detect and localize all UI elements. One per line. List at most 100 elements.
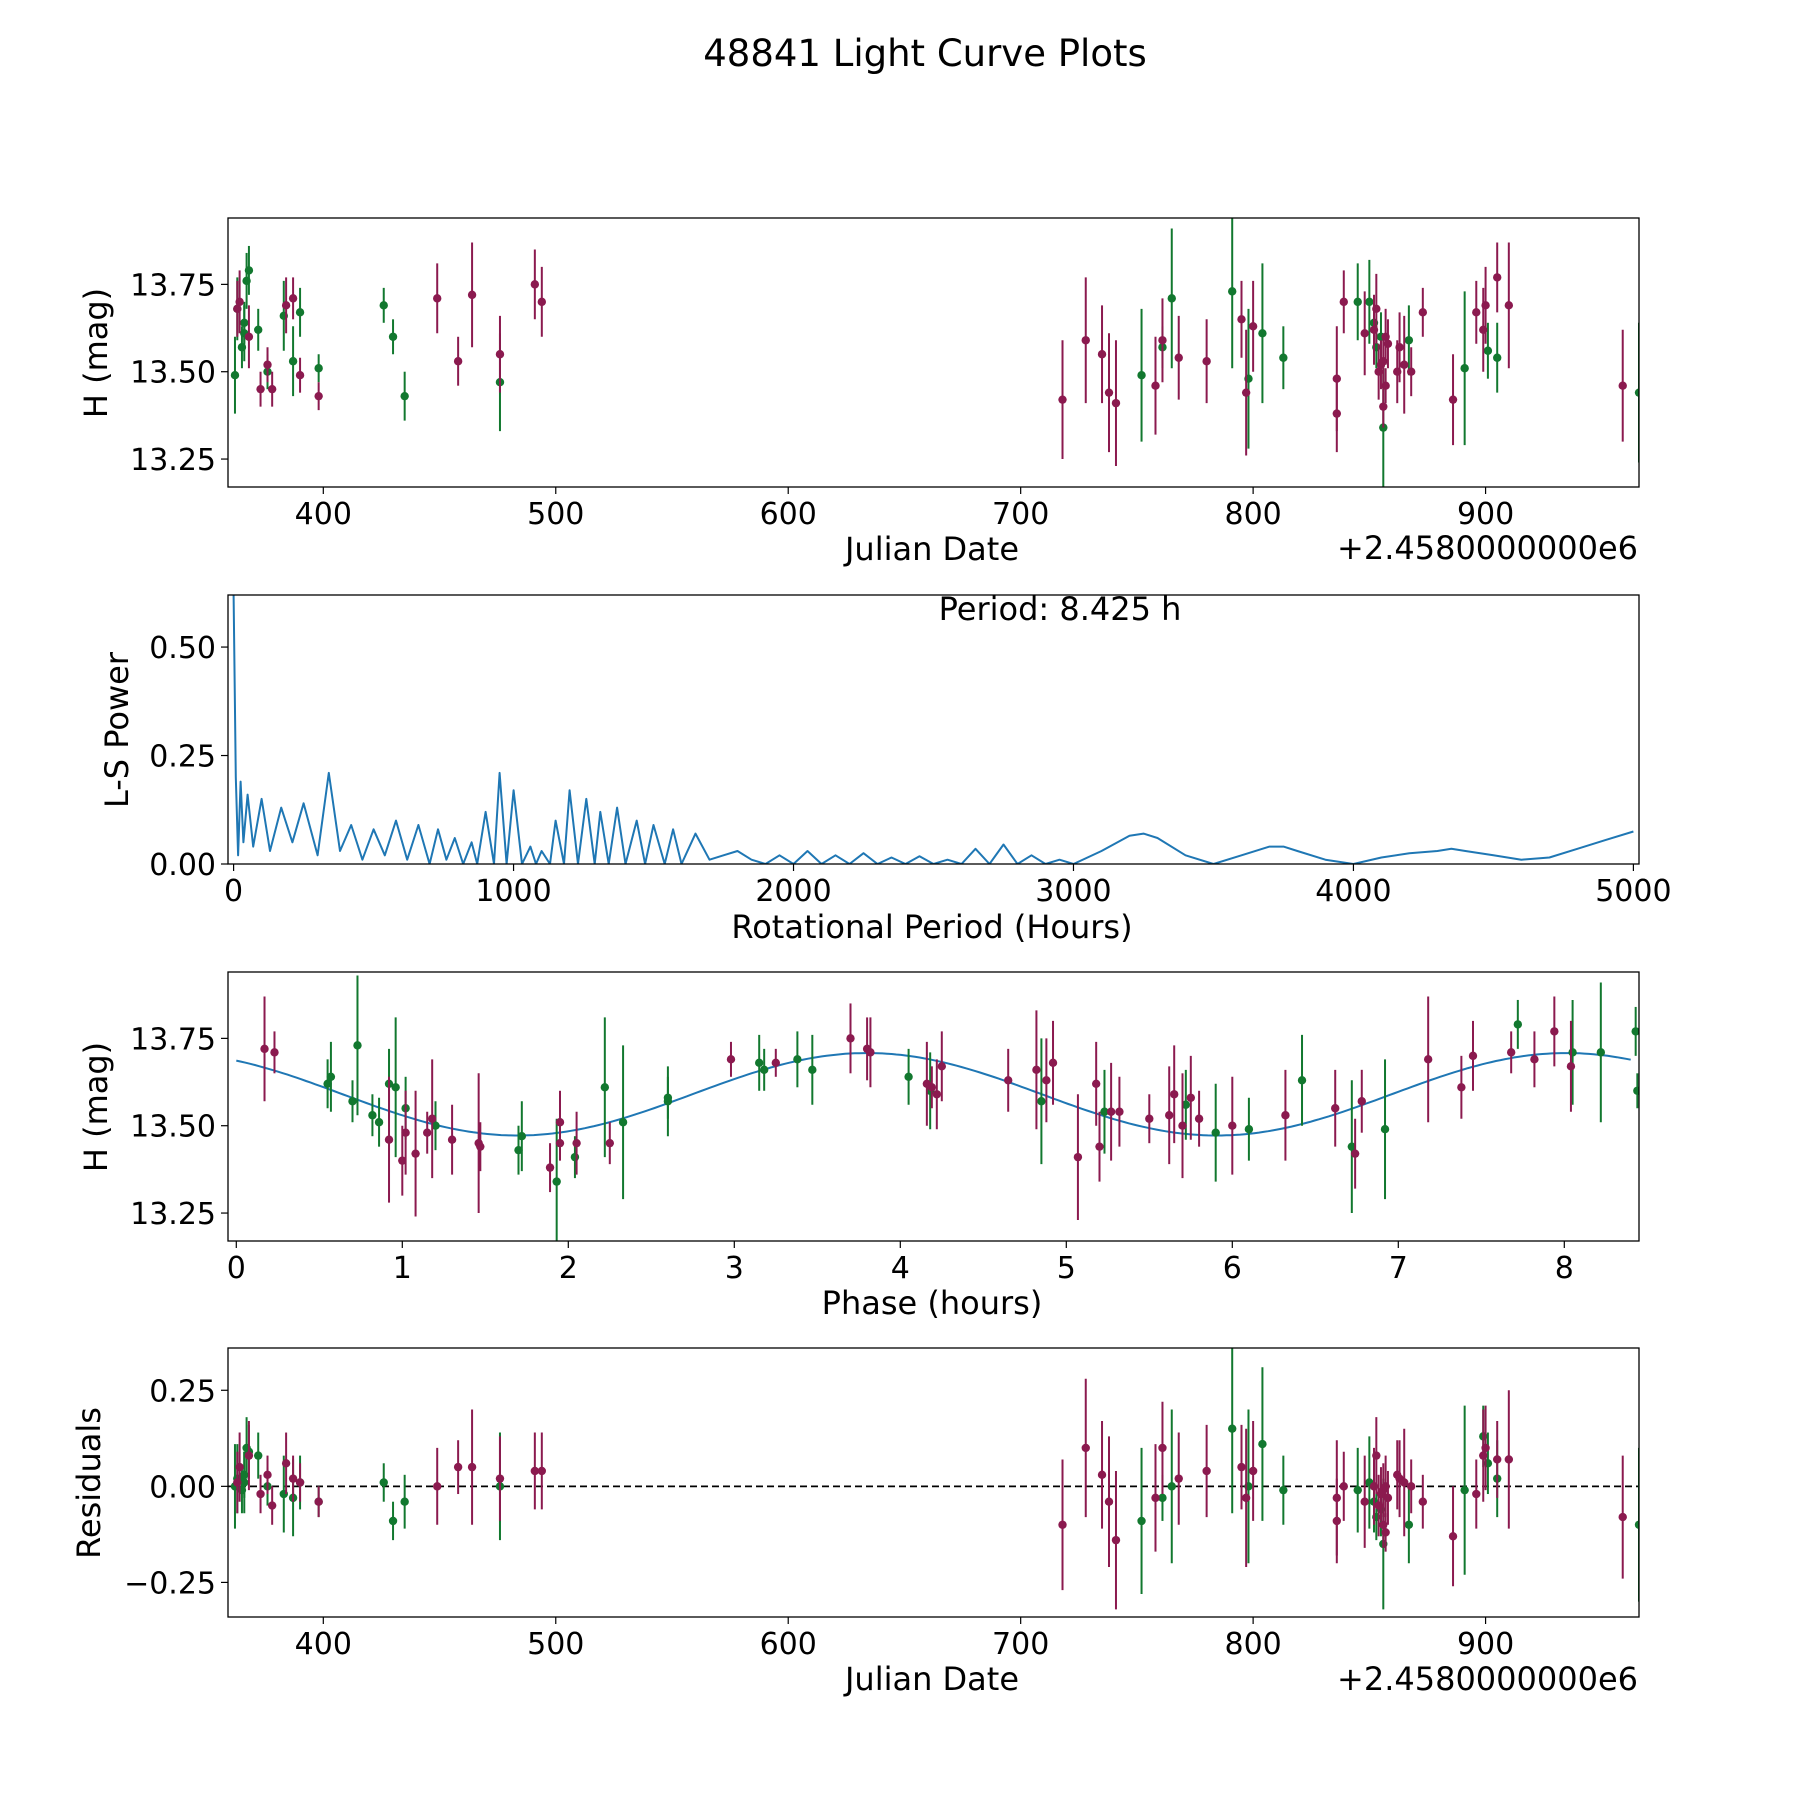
light-curve-offset-text: +2.4580000000e6 xyxy=(1337,529,1638,567)
residuals-green-point xyxy=(1158,1493,1167,1503)
residuals-magenta-point xyxy=(453,1462,463,1472)
phase-fold-magenta-point xyxy=(555,1138,565,1148)
light-curve-green-point xyxy=(379,301,388,310)
phase-fold-magenta-point xyxy=(1357,1097,1366,1106)
phase-fold-marks: 0 1 2 3 4 5 6 7 8 13.25 13.50 13.75 xyxy=(130,975,1639,1286)
light-curve-green-point xyxy=(400,391,409,401)
light-curve-magenta-point xyxy=(1081,336,1090,345)
phase-fold-fit-curve xyxy=(236,1052,1631,1137)
phase-fold-magenta-point xyxy=(1281,1111,1290,1120)
residuals-green-point xyxy=(240,1478,249,1487)
periodogram-ytick-label: 0.25 xyxy=(149,740,216,775)
light-curve-ytick-label: 13.25 xyxy=(130,443,216,478)
residuals-magenta-point xyxy=(288,1474,298,1483)
residuals-magenta-point xyxy=(1360,1497,1369,1506)
light-curve-magenta-point xyxy=(1174,353,1183,362)
phase-fold-green-point xyxy=(374,1118,384,1127)
phase-fold-magenta-point xyxy=(866,1048,875,1057)
phase-fold-magenta-point xyxy=(1032,1065,1041,1075)
residuals-magenta-point xyxy=(1151,1493,1160,1503)
light-curve-green-point xyxy=(230,371,240,380)
residuals-green-point xyxy=(1279,1485,1288,1495)
periodogram-xtick-label: 4000 xyxy=(1315,874,1391,909)
light-curve-magenta-point xyxy=(256,384,265,394)
light-curve-xlabel: Julian Date xyxy=(843,530,1019,568)
phase-fold-magenta-point xyxy=(605,1138,614,1148)
residuals-xtick-label: 500 xyxy=(527,1627,584,1662)
light-curve-green-point xyxy=(1258,329,1267,338)
phase-fold-magenta-point xyxy=(572,1138,581,1148)
residuals-magenta-point xyxy=(1158,1443,1167,1453)
phase-fold-green-point xyxy=(514,1145,523,1155)
light-curve-green-point xyxy=(1483,346,1493,355)
phase-fold-ytick-label: 13.50 xyxy=(130,1110,216,1145)
residuals-magenta-point xyxy=(433,1482,442,1491)
light-curve-magenta-point xyxy=(267,384,277,394)
light-curve-magenta-point xyxy=(1104,388,1114,397)
residuals-magenta-point xyxy=(1104,1497,1114,1506)
phase-fold-green-point xyxy=(1596,1048,1606,1057)
residuals-magenta-point xyxy=(530,1466,540,1476)
phase-fold-green-point xyxy=(1347,1142,1357,1151)
residuals-green-point xyxy=(1167,1482,1176,1491)
phase-fold-green-point xyxy=(353,1041,362,1050)
residuals-magenta-point xyxy=(1097,1470,1107,1480)
phase-fold-green-point xyxy=(1633,1086,1639,1095)
residuals-magenta-point xyxy=(244,1451,254,1460)
phase-fold-magenta-point xyxy=(1457,1083,1466,1092)
residuals-magenta-point xyxy=(537,1466,547,1476)
residuals-magenta-point xyxy=(1472,1489,1481,1499)
phase-fold-magenta-point xyxy=(1350,1149,1360,1158)
phase-fold-magenta-point xyxy=(1115,1107,1124,1116)
residuals-magenta-point xyxy=(1111,1535,1121,1545)
light-curve-magenta-point xyxy=(281,301,291,310)
light-curve-magenta-point xyxy=(1448,395,1458,404)
residuals-magenta-point xyxy=(1081,1443,1090,1453)
phase-fold-magenta-point xyxy=(1145,1114,1154,1123)
phase-fold-green-point xyxy=(808,1065,817,1075)
periodogram-annotation: Period: 8.425 h xyxy=(939,590,1182,628)
phase-fold-magenta-point xyxy=(726,1055,736,1064)
phase-fold-green-point xyxy=(1380,1125,1390,1134)
light-curve-magenta-point xyxy=(295,371,305,380)
residuals-magenta-point xyxy=(1174,1474,1183,1483)
light-curve-magenta-point xyxy=(1339,297,1348,307)
light-curve-green-point xyxy=(1634,388,1639,397)
light-curve-magenta-point xyxy=(244,332,254,341)
light-curve-magenta-point xyxy=(1400,360,1409,369)
light-curve-magenta-point xyxy=(1332,409,1342,418)
phase-fold-green-point xyxy=(663,1093,673,1102)
phase-fold-green-point xyxy=(1513,1020,1523,1029)
light-curve-green-point xyxy=(1365,297,1374,307)
residuals-ytick-label: −0.25 xyxy=(124,1566,216,1601)
phase-fold-green-point xyxy=(326,1072,336,1082)
residuals-green-point xyxy=(388,1516,398,1526)
light-curve-xtick-label: 500 xyxy=(527,497,584,532)
light-curve-green-point xyxy=(1404,336,1414,345)
residuals-magenta-point xyxy=(1448,1532,1458,1541)
phase-fold-ytick-label: 13.75 xyxy=(130,1022,216,1057)
residuals-magenta-point xyxy=(467,1462,477,1472)
phase-fold-xtick-label: 8 xyxy=(1555,1251,1574,1286)
light-curve-magenta-point xyxy=(1618,381,1627,390)
residuals-green-point xyxy=(1353,1485,1362,1495)
residuals-green-point xyxy=(379,1478,388,1487)
light-curve-magenta-point xyxy=(1241,388,1251,397)
phase-fold-xtick-label: 1 xyxy=(393,1251,412,1286)
light-curve-ytick-label: 13.50 xyxy=(130,356,216,391)
residuals-magenta-point xyxy=(495,1474,505,1483)
light-curve-ytick-label: 13.75 xyxy=(130,268,216,303)
light-curve-magenta-point xyxy=(1481,301,1490,310)
residuals-magenta-point xyxy=(1339,1482,1348,1491)
light-curve-magenta-point xyxy=(235,297,244,307)
phase-fold-magenta-point xyxy=(270,1048,279,1057)
light-curve-frame xyxy=(227,217,1640,488)
light-curve-magenta-point xyxy=(1237,315,1246,324)
residuals-offset-text: +2.4580000000e6 xyxy=(1337,1660,1638,1698)
residuals-magenta-point xyxy=(1248,1466,1258,1476)
light-curve-magenta-point xyxy=(530,280,540,289)
light-curve-magenta-point xyxy=(1472,308,1481,317)
light-curve-green-point xyxy=(1460,364,1469,373)
phase-fold-green-point xyxy=(431,1121,440,1130)
